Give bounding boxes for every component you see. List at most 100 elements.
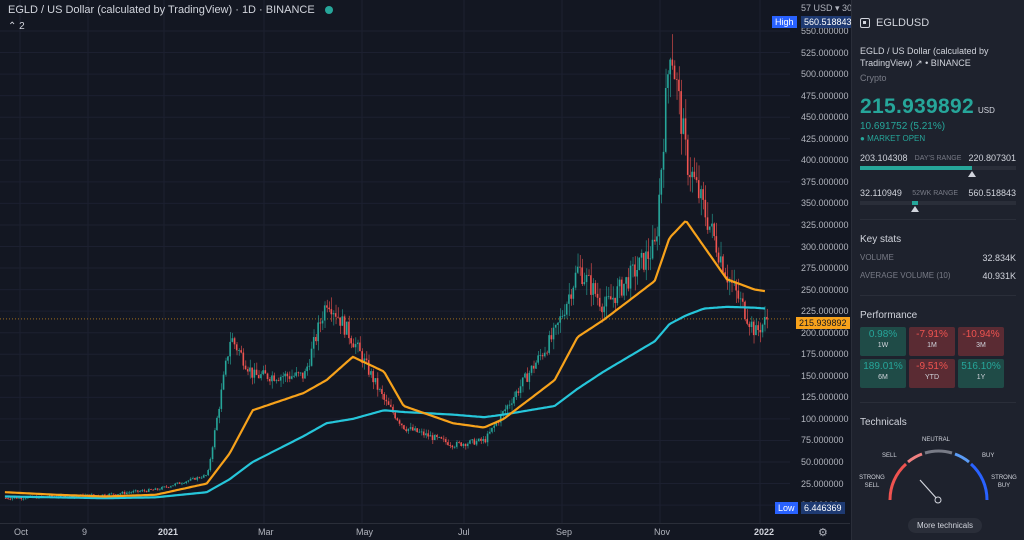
price-chart[interactable] [0, 0, 790, 523]
candle-body [585, 274, 588, 283]
candle-body [447, 442, 449, 446]
candle-body [647, 251, 649, 259]
candle-body [196, 477, 198, 480]
candle-body [620, 279, 623, 296]
performance-cell-6m[interactable]: 189.01% 6M [860, 359, 906, 388]
candle-body [282, 376, 284, 378]
candle-body [449, 445, 451, 446]
price-scale[interactable]: 57 USD ▾ 30 550.000000 525.000000 500.0000… [772, 0, 855, 523]
candle-body [565, 303, 568, 315]
candle-body [761, 324, 764, 333]
candle-body [365, 358, 368, 361]
candle-body [253, 369, 256, 378]
candle-body [317, 322, 319, 342]
candle-body [337, 316, 339, 318]
candle-body [233, 338, 236, 345]
performance-value: 0.98% [868, 329, 898, 340]
price-tick-label: 25.000000 [801, 478, 844, 489]
candle-body [455, 442, 458, 447]
candle-body [189, 478, 192, 481]
candle-body [299, 372, 302, 374]
candle-body [387, 401, 390, 405]
avg-volume-row: AVERAGE VOLUME (10) 40.931K [860, 271, 1016, 281]
candle-body [722, 256, 724, 273]
time-axis[interactable]: Oct 9 2021 Mar May Jul Sep Nov 2022 ⚙ [0, 523, 850, 540]
divider [860, 295, 1016, 296]
gear-icon[interactable]: ⚙ [818, 527, 828, 539]
candle-body [462, 444, 465, 446]
candle-body [187, 480, 190, 482]
candle-body [152, 489, 154, 491]
price-tick-label: 150.000000 [801, 370, 849, 381]
ticker: EGLDUSD [876, 17, 930, 29]
candle-body [466, 443, 469, 447]
candle-body [526, 373, 528, 382]
external-link-icon[interactable]: ↗ [915, 58, 923, 68]
candle-body [706, 217, 709, 230]
candle-body [488, 431, 491, 434]
candle-body [381, 389, 383, 395]
performance-cell-ytd[interactable]: -9.51% YTD [909, 359, 955, 388]
candle-body [323, 305, 326, 321]
candle-body [418, 431, 421, 433]
gauge-buy-label: BUY [982, 453, 995, 459]
performance-cell-1w[interactable]: 0.98% 1W [860, 327, 906, 356]
candle-body [165, 486, 168, 488]
candle-body [537, 355, 539, 363]
candle-body [744, 301, 746, 320]
candle-body [471, 439, 473, 441]
candle-body [671, 59, 674, 66]
candle-body [572, 287, 575, 299]
candle-body [275, 380, 278, 382]
candle-body [660, 169, 663, 195]
more-technicals-button[interactable]: More technicals [908, 518, 983, 533]
symbol-row[interactable]: EGLDUSD [860, 17, 1016, 29]
candle-body [147, 489, 150, 492]
indicators-toggle-button[interactable]: ⌃ 2 [8, 21, 25, 32]
price-tick-label: 500.000000 [801, 69, 849, 80]
performance-cell-1y[interactable]: 516.10% 1Y [958, 359, 1004, 388]
candle-body [702, 189, 704, 200]
candle-body [739, 298, 742, 300]
candle-body [502, 411, 504, 415]
candle-body [394, 412, 396, 419]
candle-body [348, 321, 350, 339]
candle-body [321, 320, 324, 324]
candle-body [158, 489, 161, 491]
candle-body [486, 433, 489, 443]
days-range-row: 203.104308 DAY'S RANGE 220.807301 [860, 153, 1016, 163]
candle-body [174, 483, 176, 486]
candle-body [367, 360, 370, 375]
candle-body [513, 397, 515, 404]
technicals-gauge[interactable]: NEUTRAL SELL BUY STRONG SELL STRONG BUY … [859, 432, 1017, 533]
candle-body [680, 91, 682, 134]
candle-body [550, 335, 553, 340]
candle-body [601, 306, 603, 313]
high-value: 560.518843 [801, 16, 855, 28]
candle-body [134, 490, 137, 492]
time-tick-label: 2022 [754, 527, 775, 537]
unit-selector[interactable]: 57 USD ▾ 30 [801, 3, 853, 13]
chart-area[interactable]: EGLD / US Dollar (calculated by TradingV… [0, 0, 790, 523]
candle-body [717, 252, 720, 263]
candle-body [627, 277, 630, 289]
candle-body [464, 444, 467, 447]
candle-body [603, 306, 605, 313]
performance-cell-3m[interactable]: -10.94% 3M [958, 327, 1004, 356]
days-range-marker [968, 171, 977, 177]
candle-body [519, 386, 522, 393]
candle-body [128, 492, 130, 494]
candle-body [350, 338, 352, 344]
candle-body [645, 251, 647, 270]
candle-body [229, 341, 231, 357]
candle-body [356, 342, 359, 345]
performance-title: Performance [860, 310, 918, 321]
candle-body [477, 438, 480, 442]
performance-cell-1m[interactable]: -7.91% 1M [909, 327, 955, 356]
candle-body [618, 279, 621, 287]
candle-body [759, 330, 762, 333]
candle-body [310, 348, 313, 366]
candle-body [264, 370, 267, 374]
candle-body [273, 375, 275, 381]
performance-value: 189.01% [863, 361, 903, 372]
